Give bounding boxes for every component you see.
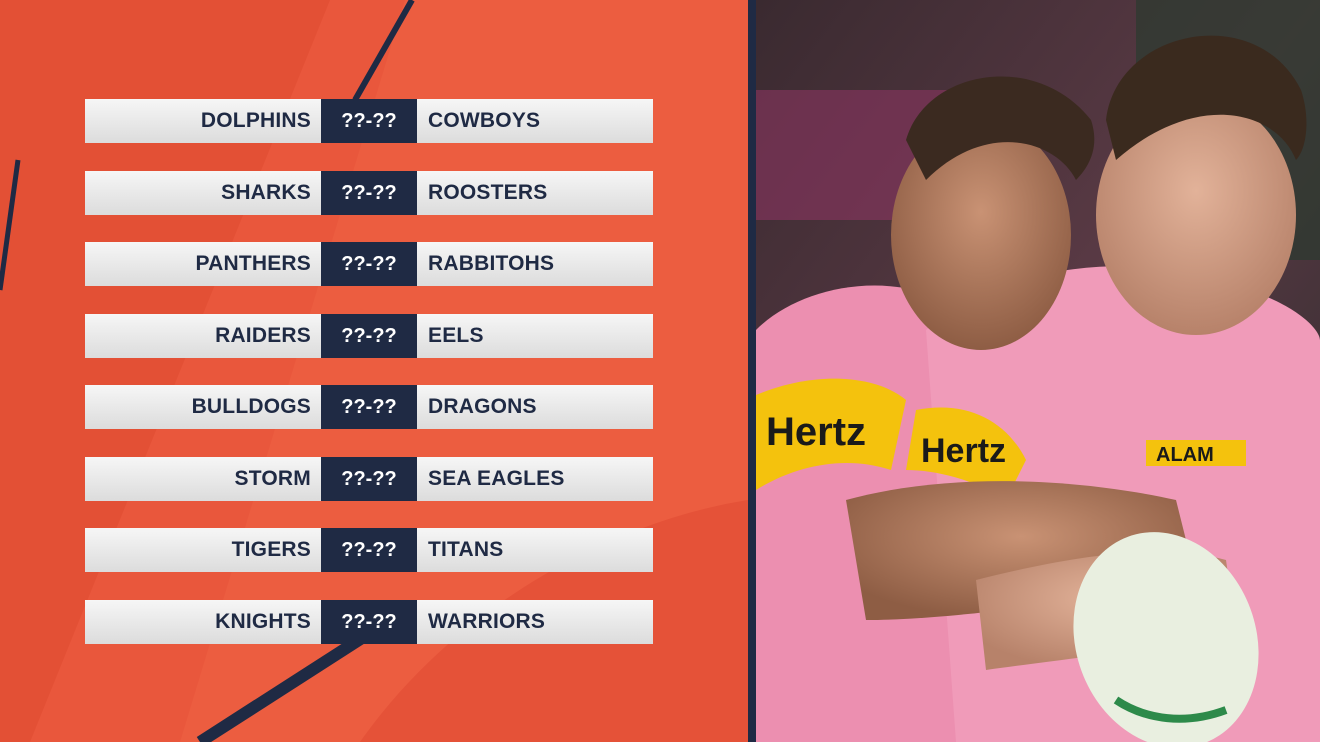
home-team: KNIGHTS xyxy=(85,599,321,644)
fixtures-panel: DOLPHINS ??-?? COWBOYS SHARKS ??-?? ROOSTERS P… xyxy=(0,0,653,742)
score: ??-?? xyxy=(321,170,417,215)
away-team: ROOSTERS xyxy=(417,170,653,215)
player-photo: Hertz Hertz ALAM xyxy=(756,0,1320,742)
away-team: DRAGONS xyxy=(417,385,653,429)
jersey-sponsor-left: Hertz xyxy=(766,410,866,454)
fixture-row: SHARKS ??-?? ROOSTERS xyxy=(85,170,653,215)
score: ??-?? xyxy=(321,456,417,501)
score: ??-?? xyxy=(321,242,417,286)
fixture-row: BULLDOGS ??-?? DRAGONS xyxy=(85,385,653,429)
celebrating-players-image: Hertz Hertz ALAM xyxy=(756,0,1320,742)
score: ??-?? xyxy=(321,599,417,644)
away-team: EELS xyxy=(417,313,653,358)
fixture-row: DOLPHINS ??-?? COWBOYS xyxy=(85,99,653,143)
fixture-row: TIGERS ??-?? TITANS xyxy=(85,528,653,572)
home-team: RAIDERS xyxy=(85,313,321,358)
score: ??-?? xyxy=(321,385,417,429)
away-team: TITANS xyxy=(417,528,653,572)
away-team: COWBOYS xyxy=(417,99,653,143)
fixture-row: KNIGHTS ??-?? WARRIORS xyxy=(85,599,653,644)
score: ??-?? xyxy=(321,313,417,358)
panel-divider xyxy=(748,0,756,742)
home-team: BULLDOGS xyxy=(85,385,321,429)
home-team: STORM xyxy=(85,456,321,501)
fixture-list: DOLPHINS ??-?? COWBOYS SHARKS ??-?? ROOSTERS P… xyxy=(85,99,653,671)
fixture-row: PANTHERS ??-?? RABBITOHS xyxy=(85,242,653,286)
away-team: RABBITOHS xyxy=(417,242,653,286)
jersey-sponsor-middle: Hertz xyxy=(921,432,1006,470)
jersey-sponsor-right: ALAM xyxy=(1156,444,1214,466)
fixture-row: STORM ??-?? SEA EAGLES xyxy=(85,456,653,501)
away-team: WARRIORS xyxy=(417,599,653,644)
home-team: PANTHERS xyxy=(85,242,321,286)
home-team: DOLPHINS xyxy=(85,99,321,143)
home-team: TIGERS xyxy=(85,528,321,572)
home-team: SHARKS xyxy=(85,170,321,215)
fixture-row: RAIDERS ??-?? EELS xyxy=(85,313,653,358)
score: ??-?? xyxy=(321,99,417,143)
score: ??-?? xyxy=(321,528,417,572)
away-team: SEA EAGLES xyxy=(417,456,653,501)
